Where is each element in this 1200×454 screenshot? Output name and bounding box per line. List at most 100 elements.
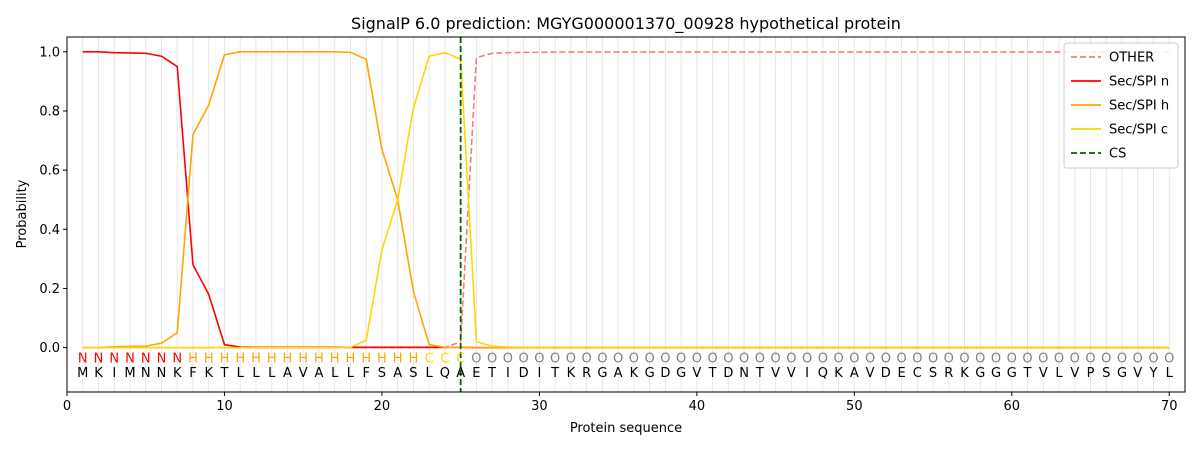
region-label: H	[409, 351, 419, 366]
residue-label: T	[1023, 366, 1032, 381]
residue-label: F	[362, 366, 369, 381]
residue-label: G	[991, 366, 1001, 381]
region-label: O	[833, 351, 843, 366]
region-label: O	[534, 351, 544, 366]
residue-label: R	[944, 366, 953, 381]
region-label: O	[550, 351, 560, 366]
y-axis-label: Probability	[15, 179, 30, 248]
region-label: O	[896, 351, 906, 366]
region-label: O	[881, 351, 891, 366]
region-label: O	[770, 351, 780, 366]
residue-label: G	[975, 366, 985, 381]
region-label: N	[125, 351, 135, 366]
region-label: O	[786, 351, 796, 366]
region-label: O	[959, 351, 969, 366]
region-label: O	[660, 351, 670, 366]
residue-label: D	[881, 366, 891, 381]
region-label: N	[94, 351, 104, 366]
region-label: H	[346, 351, 356, 366]
residue-label: L	[426, 366, 434, 381]
residue-label: K	[567, 366, 576, 381]
residue-label: K	[94, 366, 103, 381]
region-label: N	[78, 351, 88, 366]
region-label: C	[456, 351, 465, 366]
region-label: O	[723, 351, 733, 366]
region-label: N	[141, 351, 151, 366]
residue-label: V	[1070, 366, 1079, 381]
region-label: O	[1070, 351, 1080, 366]
x-tick-label: 30	[531, 399, 548, 414]
region-label: O	[1133, 351, 1143, 366]
x-axis-label: Protein sequence	[570, 421, 682, 436]
region-label: O	[1164, 351, 1174, 366]
residue-label: T	[755, 366, 764, 381]
residue-label: A	[456, 366, 465, 381]
region-label: O	[818, 351, 828, 366]
region-label: H	[235, 351, 245, 366]
region-label: H	[220, 351, 230, 366]
y-tick-label: 0.0	[39, 341, 60, 356]
region-label: O	[991, 351, 1001, 366]
residue-label: N	[141, 366, 151, 381]
residue-label: C	[913, 366, 922, 381]
residue-label: K	[834, 366, 843, 381]
residue-label: I	[537, 366, 541, 381]
residue-label: L	[347, 366, 355, 381]
region-label: N	[157, 351, 167, 366]
region-label: O	[707, 351, 717, 366]
legend-label: CS	[1109, 147, 1126, 162]
region-label: O	[1007, 351, 1017, 366]
legend-label: Sec/SPI n	[1109, 75, 1169, 90]
legend-label: OTHER	[1109, 51, 1154, 66]
residue-label: A	[850, 366, 859, 381]
residue-label: V	[866, 366, 875, 381]
residue-label: S	[378, 366, 386, 381]
region-label: O	[676, 351, 686, 366]
region-label: H	[330, 351, 340, 366]
residue-label: N	[157, 366, 167, 381]
axes: 0 10 20 30 40 50 60 70 0.0 0.2 0.4 0.6 0.8 1.0	[39, 45, 1177, 414]
residue-label: L	[1166, 366, 1174, 381]
residue-label: K	[204, 366, 213, 381]
region-label: O	[802, 351, 812, 366]
legend: OTHER Sec/SPI n Sec/SPI h Sec/SPI c CS	[1063, 42, 1179, 169]
residue-label: L	[268, 366, 276, 381]
residue-label: N	[739, 366, 749, 381]
residue-label: K	[630, 366, 639, 381]
chart-title: SignalP 6.0 prediction: MGYG000001370_00…	[351, 14, 901, 34]
y-tick-label: 1.0	[39, 45, 60, 60]
residue-label: V	[692, 366, 701, 381]
legend-label: Sec/SPI h	[1109, 99, 1169, 114]
residue-label: V	[299, 366, 308, 381]
series-line-3	[82, 51, 1170, 349]
x-tick-label: 10	[216, 399, 233, 414]
region-label: O	[1101, 351, 1111, 366]
residue-label: I	[112, 366, 116, 381]
residue-label: M	[124, 366, 135, 381]
residue-label: R	[582, 366, 591, 381]
region-label: H	[393, 351, 403, 366]
residue-label: A	[614, 366, 623, 381]
residue-label: T	[219, 366, 228, 381]
y-tick-label: 0.6	[39, 164, 60, 179]
residue-label: G	[1007, 366, 1017, 381]
residue-label: G	[597, 366, 607, 381]
region-label: H	[267, 351, 277, 366]
sequence-labels: NMNKNINMNNNNNKHFHKHTHLHLHLHAHVHAHLHLHFHS…	[77, 351, 1174, 381]
residue-label: S	[409, 366, 417, 381]
residue-label: M	[77, 366, 88, 381]
region-label: O	[1054, 351, 1064, 366]
region-label: H	[298, 351, 308, 366]
y-tick-label: 0.4	[39, 223, 60, 238]
grid-layer	[82, 37, 1170, 392]
residue-label: L	[252, 366, 260, 381]
region-label: O	[755, 351, 765, 366]
region-label: O	[597, 351, 607, 366]
x-tick-label: 60	[1004, 399, 1021, 414]
region-label: O	[503, 351, 513, 366]
residue-label: G	[1117, 366, 1127, 381]
residue-label: E	[897, 366, 905, 381]
y-tick-label: 0.8	[39, 104, 60, 119]
